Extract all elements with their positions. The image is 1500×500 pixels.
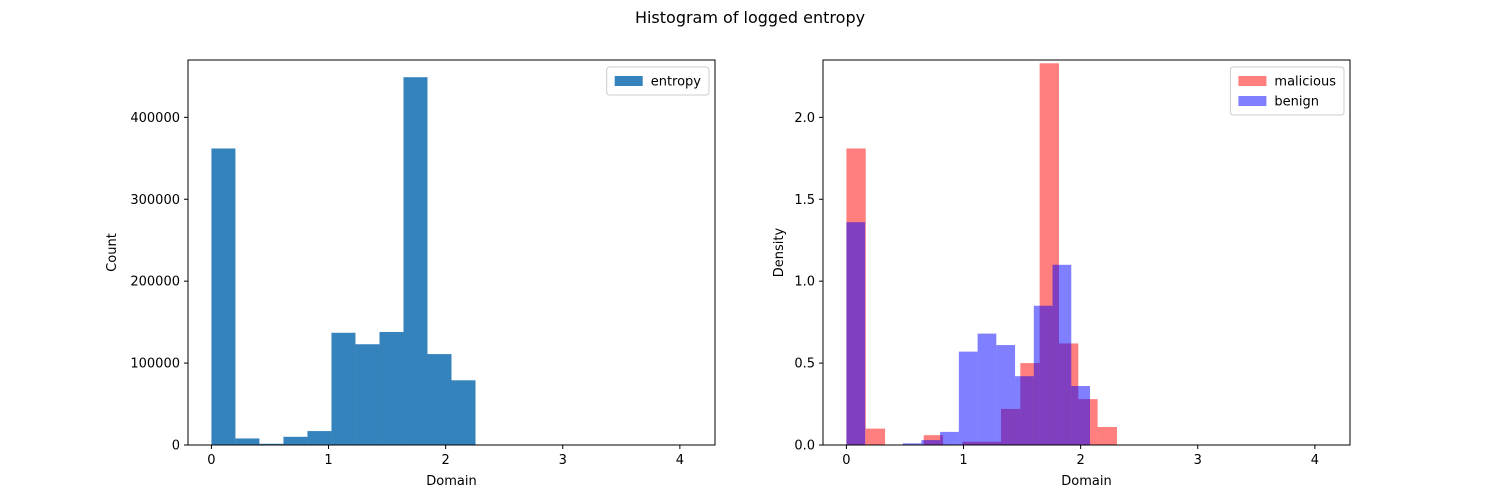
y-axis-label: Density xyxy=(772,227,787,277)
y-tick-label: 1.5 xyxy=(794,193,815,208)
x-tick-label: 1 xyxy=(959,453,967,468)
bar-entropy-10 xyxy=(451,380,476,445)
series-benign xyxy=(846,222,1091,445)
legend-swatch-entropy xyxy=(614,76,643,86)
x-tick-label: 0 xyxy=(842,453,850,468)
bar-benign-8 xyxy=(996,345,1016,445)
x-tick-label: 4 xyxy=(676,453,684,468)
legend: entropy xyxy=(606,66,710,96)
x-tick-label: 2 xyxy=(1077,453,1085,468)
y-tick-label: 1.0 xyxy=(794,275,815,290)
bar-entropy-7 xyxy=(379,331,404,445)
axes-frame xyxy=(822,59,1351,446)
axes-frame xyxy=(187,59,716,446)
bar-entropy-4 xyxy=(307,431,332,445)
y-tick-label: 400000 xyxy=(130,111,180,126)
y-tick-label: 200000 xyxy=(130,275,180,290)
bar-benign-3 xyxy=(902,443,922,445)
legend: malicious benign xyxy=(1229,66,1345,116)
bar-entropy-2 xyxy=(259,443,284,445)
bar-entropy-5 xyxy=(331,332,356,445)
bar-benign-12 xyxy=(1071,386,1091,445)
bar-benign-9 xyxy=(1015,376,1034,445)
y-axis-label: Count xyxy=(105,233,120,272)
x-tick-label: 4 xyxy=(1311,453,1319,468)
x-tick-label: 0 xyxy=(207,453,215,468)
legend-label-benign: benign xyxy=(1274,95,1319,110)
bar-entropy-6 xyxy=(355,344,380,445)
legend-swatch-benign xyxy=(1238,96,1267,106)
legend-swatch-malicious xyxy=(1238,76,1267,86)
y-tick-label: 0.0 xyxy=(794,439,815,454)
figure-title: Histogram of logged entropy xyxy=(634,8,866,27)
bar-benign-5 xyxy=(940,431,959,445)
bar-benign-11 xyxy=(1052,264,1072,445)
x-tick-label: 3 xyxy=(559,453,567,468)
x-tick-label: 3 xyxy=(1194,453,1202,468)
y-tick-label: 0.5 xyxy=(794,357,815,372)
y-tick-label: 300000 xyxy=(130,193,180,208)
legend-label-malicious: malicious xyxy=(1274,75,1336,90)
bar-malicious-13 xyxy=(1097,426,1117,445)
x-axis-label: Domain xyxy=(426,474,476,489)
bar-entropy-9 xyxy=(427,354,452,445)
y-tick-label: 100000 xyxy=(130,357,180,372)
bar-entropy-8 xyxy=(403,77,428,446)
series-entropy xyxy=(211,77,476,446)
bar-benign-10 xyxy=(1033,305,1053,445)
bar-entropy-3 xyxy=(283,436,308,445)
x-tick-label: 1 xyxy=(324,453,332,468)
bar-benign-0 xyxy=(846,222,866,445)
y-tick-label: 0 xyxy=(172,439,180,454)
y-tick-label: 2.0 xyxy=(794,111,815,126)
bar-benign-7 xyxy=(977,333,997,445)
x-tick-label: 2 xyxy=(442,453,450,468)
bar-entropy-1 xyxy=(235,438,260,445)
legend-frame xyxy=(606,66,710,96)
bar-entropy-0 xyxy=(211,148,236,445)
legend-label-entropy: entropy xyxy=(651,75,702,90)
bar-benign-6 xyxy=(958,351,978,445)
x-axis-label: Domain xyxy=(1061,474,1111,489)
bar-malicious-1 xyxy=(865,428,886,445)
bar-benign-4 xyxy=(921,440,941,445)
